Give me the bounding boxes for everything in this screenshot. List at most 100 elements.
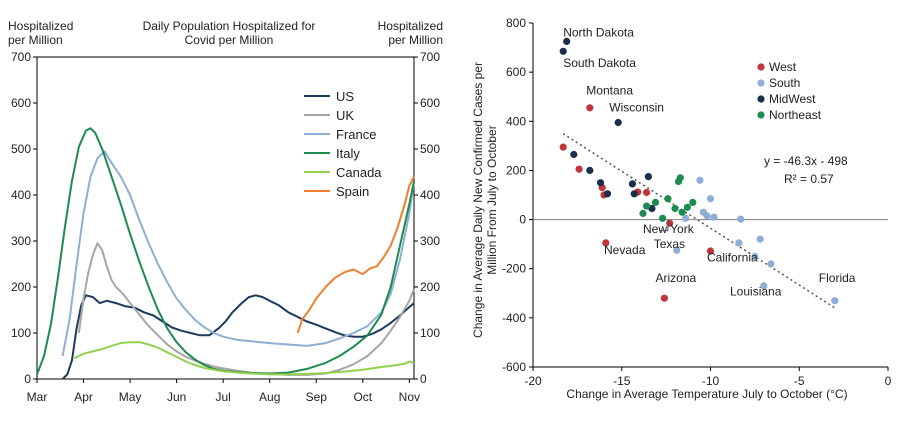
point-west <box>575 165 583 173</box>
x-tick-label: Jun <box>167 390 186 404</box>
left-axis-label-line-2: per Million <box>8 33 63 47</box>
scatter-y-tick-label: -600 <box>502 360 526 374</box>
point-south <box>735 239 743 247</box>
chart-title-line-1: Daily Population Hospitalized for <box>143 19 316 33</box>
right-axis-label-line-2: per Million <box>388 33 443 47</box>
point-west <box>559 143 567 151</box>
point-midwest <box>596 179 605 187</box>
point-northeast <box>676 174 684 182</box>
series-line-france <box>61 150 415 357</box>
right-y-tick-label: 500 <box>420 142 440 156</box>
scatter-x-axis-label: Change in Average Temperature July to Oc… <box>566 387 847 401</box>
series-line-italy <box>36 127 415 375</box>
annotation-label: North Dakota <box>563 26 634 40</box>
series-line-spain <box>296 176 415 334</box>
right-y-tick-label: 700 <box>420 50 440 64</box>
x-tick-label: Sep <box>306 390 328 404</box>
scatter-legend-marker-northeast <box>757 111 765 119</box>
scatter-y-tick-label: 600 <box>506 65 526 79</box>
right-axis-label-line-1: Hospitalized <box>378 19 443 33</box>
scatter-legend: West South MidWest Northeast <box>757 60 822 122</box>
annotation-label: Texas <box>654 237 685 251</box>
point-south <box>751 252 759 260</box>
point-northeast <box>659 214 667 222</box>
left-y-tick-label: 700 <box>11 50 31 64</box>
legend-label-spain: Spain <box>336 184 369 199</box>
scatter-legend-label-northeast: Northeast <box>769 108 822 122</box>
point-west <box>706 247 715 255</box>
point-northeast <box>671 204 679 213</box>
point-midwest <box>644 173 653 181</box>
legend-label-uk: UK <box>336 108 354 123</box>
scatter-y-axis-label-line-2: Million From July to October <box>485 125 499 274</box>
point-south <box>696 176 704 184</box>
point-south <box>682 214 690 222</box>
annotation-label: Wisconsin <box>609 101 664 115</box>
annotation-label: California <box>707 250 758 264</box>
scatter-x-tick-label: -10 <box>702 374 720 388</box>
scatter-x-tick-label: -20 <box>524 374 542 388</box>
point-south <box>767 260 775 268</box>
x-tick-label: Apr <box>74 390 93 404</box>
series-line-us <box>61 294 415 380</box>
left-y-tick-label: 200 <box>11 280 31 294</box>
point-northeast <box>664 195 672 203</box>
chart-title-line-2: Covid per Million <box>185 33 274 47</box>
scatter-y-tick-label: -200 <box>502 262 526 276</box>
annotation-label: Montana <box>586 83 633 97</box>
annotation-label: Florida <box>819 271 856 285</box>
point-midwest <box>603 190 612 198</box>
scatter-y-tick-label: 400 <box>506 114 526 128</box>
point-northeast <box>643 202 651 210</box>
x-tick-label: Aug <box>259 390 280 404</box>
series-line-uk <box>77 242 415 376</box>
scatter-legend-marker-midwest <box>757 95 765 103</box>
scatter-chart-axes: -600 -400 -200 0 200 400 600 800 -20 -15 -10 -5 0 <box>502 16 892 388</box>
annotation-label: New York <box>643 222 695 236</box>
left-chart-axes: 0 0 100 100 200 200 300 300 400 400 500 500 600 600 70… <box>11 50 440 404</box>
new-york-leader-line <box>659 219 669 232</box>
point-south <box>737 215 745 223</box>
annotation-label: Louisiana <box>730 285 782 299</box>
point-northeast <box>678 208 686 216</box>
scatter-legend-label-west: West <box>769 60 797 74</box>
point-midwest <box>570 150 578 159</box>
point-south <box>756 235 764 243</box>
left-y-tick-label: 400 <box>11 188 31 202</box>
point-midwest <box>563 37 571 46</box>
series-line-canada <box>73 341 415 376</box>
scatter-y-tick-label: 200 <box>506 163 526 177</box>
legend-label-us: US <box>336 89 354 104</box>
chart-legend: US UK France Italy Canada Spain <box>304 89 382 199</box>
point-south <box>710 213 718 221</box>
scatter-points <box>559 37 839 305</box>
right-y-tick-label: 0 <box>420 372 427 386</box>
annotation-label: Nevada <box>604 243 646 257</box>
trendline-r2: R² = 0.57 <box>784 172 834 186</box>
scatter-legend-marker-west <box>757 63 765 71</box>
scatter-x-tick-label: -5 <box>794 374 805 388</box>
point-midwest <box>559 47 567 55</box>
left-y-tick-label: 300 <box>11 234 31 248</box>
point-west <box>602 239 610 247</box>
scatter-y-tick-label: 0 <box>519 213 526 227</box>
trendline-equation: y = -46.3x - 498 <box>764 154 848 168</box>
scatter-y-tick-label: 800 <box>506 16 526 30</box>
left-y-tick-label: 600 <box>11 96 31 110</box>
point-south <box>831 297 839 305</box>
scatter-x-tick-label: 0 <box>885 374 892 388</box>
plot-frame <box>36 56 415 380</box>
point-midwest <box>628 180 637 188</box>
point-west <box>586 104 594 112</box>
x-tick-label: Mar <box>27 390 48 404</box>
point-south <box>760 282 768 290</box>
point-midwest <box>586 166 594 174</box>
legend-label-italy: Italy <box>336 146 360 161</box>
x-tick-label: Nov <box>399 390 420 404</box>
scatter-legend-label-south: South <box>769 76 800 90</box>
scatter-legend-marker-south <box>757 79 765 87</box>
right-y-tick-label: 200 <box>420 280 440 294</box>
point-west <box>660 294 669 302</box>
point-south <box>673 246 681 254</box>
